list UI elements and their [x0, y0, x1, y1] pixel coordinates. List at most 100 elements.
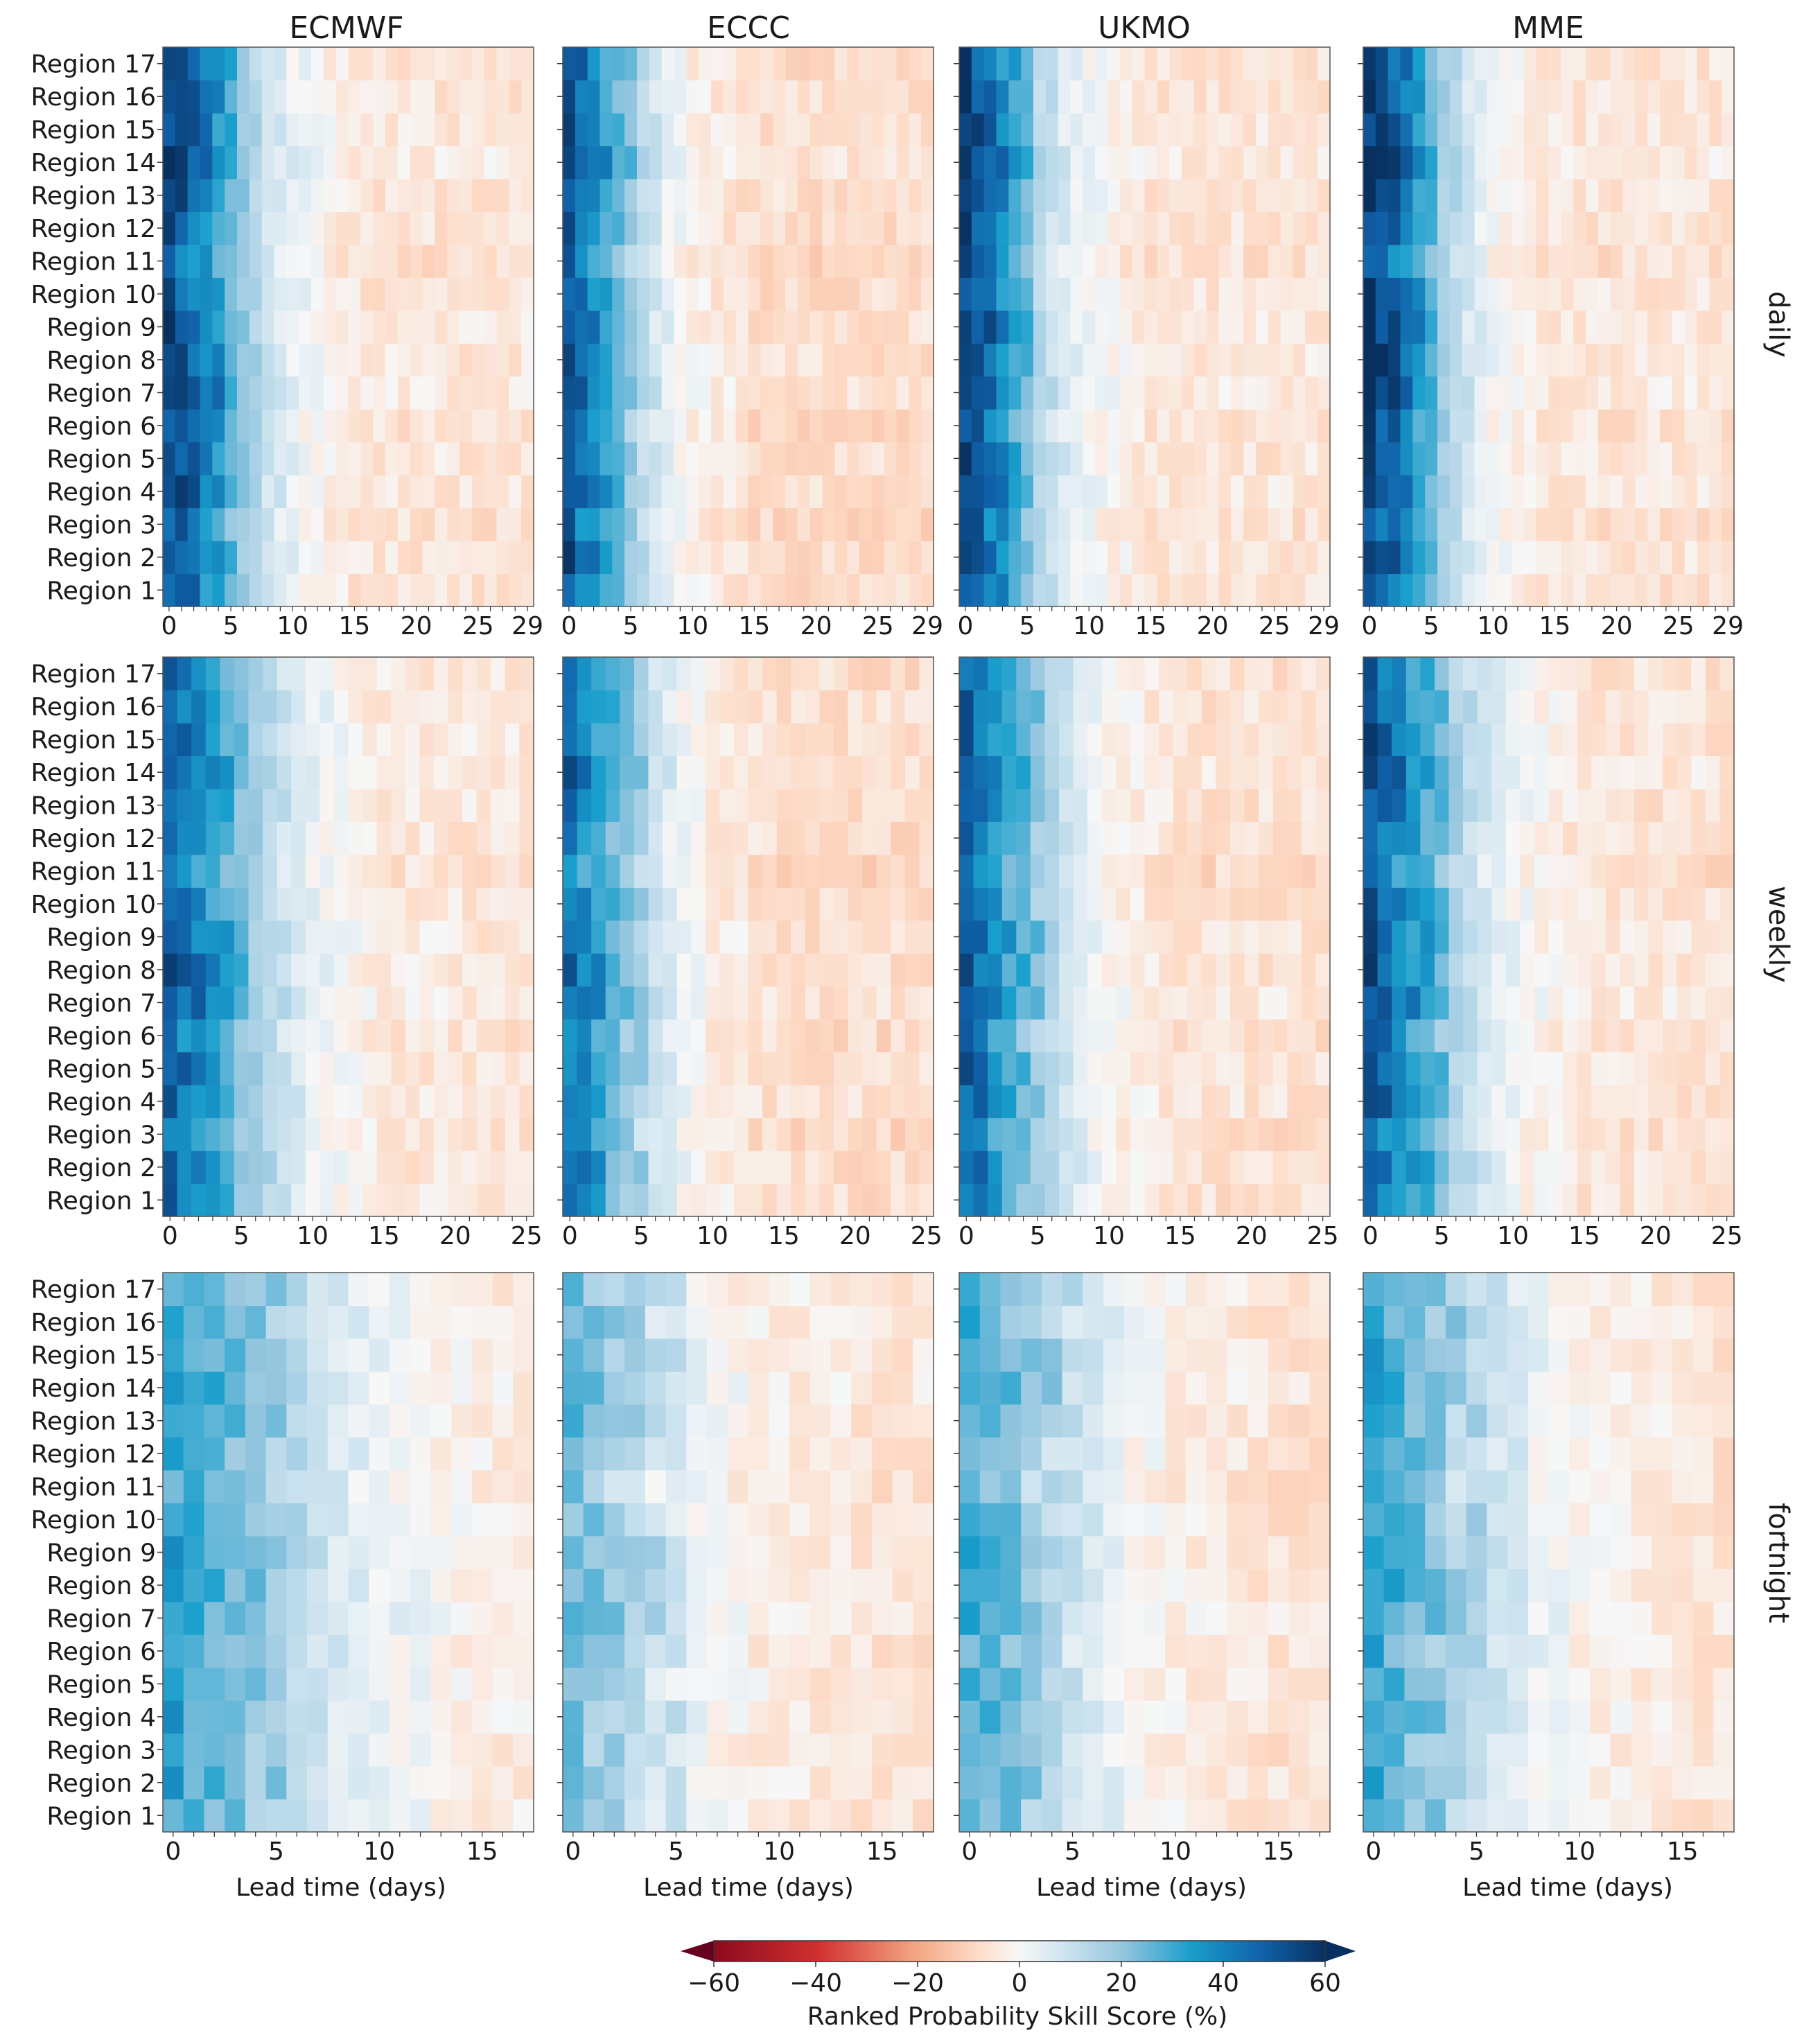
- heatmap-cell: [719, 1051, 735, 1085]
- heatmap-cell: [1169, 178, 1182, 212]
- heatmap-cell: [204, 1469, 225, 1503]
- heatmap-cell: [1243, 112, 1256, 147]
- heatmap-cell: [1305, 475, 1318, 509]
- heatmap-cell: [521, 277, 534, 311]
- heatmap-cell: [389, 1733, 411, 1767]
- heatmap-cell: [385, 47, 399, 81]
- heatmap-cell: [1548, 821, 1564, 855]
- heatmap-cell: [959, 507, 972, 541]
- heatmap-cell: [1058, 343, 1071, 377]
- heatmap-cell: [1487, 475, 1500, 509]
- heatmap-cell: [263, 854, 278, 888]
- heatmap-cell: [762, 1051, 778, 1085]
- heatmap-cell: [1073, 1151, 1088, 1185]
- heatmap-cell: [1268, 475, 1281, 509]
- heatmap-cell: [791, 1117, 806, 1151]
- heatmap-cell: [1229, 1019, 1245, 1053]
- heatmap-cell: [373, 112, 386, 147]
- heatmap-cell: [789, 1601, 811, 1635]
- heatmap-cell: [286, 409, 299, 443]
- heatmap-cell: [163, 1051, 178, 1085]
- heatmap-cell: [1116, 755, 1131, 789]
- heatmap-cell: [921, 475, 934, 509]
- heatmap-cell: [1044, 1151, 1060, 1185]
- heatmap-cell: [1301, 920, 1317, 954]
- heatmap-cell: [1697, 475, 1710, 509]
- heatmap-cell: [183, 1437, 205, 1471]
- heatmap-cell: [733, 920, 749, 954]
- heatmap-cell: [1548, 1117, 1564, 1151]
- heatmap-cell: [705, 657, 720, 691]
- heatmap-cell: [1244, 854, 1259, 888]
- heatmap-cell: [1001, 788, 1017, 822]
- heatmap-cell: [513, 1569, 534, 1602]
- heatmap-cell: [773, 244, 786, 278]
- heatmap-cell: [1647, 475, 1661, 509]
- heatmap-cell: [471, 244, 485, 278]
- heatmap-cell: [1201, 1151, 1216, 1185]
- heatmap-cell: [959, 573, 972, 607]
- heatmap-cell: [1169, 277, 1182, 311]
- heatmap-cell: [1635, 112, 1648, 147]
- heatmap-cell: [430, 1700, 452, 1734]
- heatmap-cell: [447, 573, 460, 607]
- heatmap-cell: [234, 755, 249, 789]
- heatmap-cell: [277, 1051, 292, 1085]
- heatmap-cell: [163, 541, 176, 575]
- heatmap-cell: [1301, 1051, 1317, 1085]
- heatmap-cell: [177, 821, 192, 855]
- heatmap-cell: [471, 1569, 493, 1602]
- heatmap-cell: [1231, 409, 1244, 443]
- heatmap-cell: [1317, 573, 1331, 607]
- heatmap-cell: [476, 788, 491, 822]
- heatmap-cell: [789, 1371, 811, 1405]
- heatmap-cell: [1062, 1799, 1083, 1833]
- heatmap-cell: [519, 722, 534, 757]
- heatmap-cell: [1107, 541, 1121, 575]
- heatmap-cell: [1206, 409, 1220, 443]
- heatmap-cell: [225, 277, 238, 311]
- heatmap-cell: [1534, 920, 1550, 954]
- heatmap-cell: [389, 1634, 411, 1668]
- heatmap-cell: [183, 1601, 205, 1635]
- heatmap-cell: [187, 475, 201, 509]
- heatmap-cell: [1622, 47, 1636, 81]
- heatmap-cell: [773, 475, 786, 509]
- heatmap-cell: [263, 755, 278, 789]
- heatmap-cell: [676, 1151, 692, 1185]
- heatmap-cell: [805, 1183, 820, 1217]
- heatmap-cell: [1536, 409, 1550, 443]
- heatmap-cell: [1648, 986, 1663, 1020]
- heatmap-cell: [448, 1019, 463, 1053]
- heatmap-cell: [648, 920, 663, 954]
- heatmap-cell: [851, 1437, 873, 1471]
- heatmap-cell: [1070, 47, 1083, 81]
- heatmap-cell: [1591, 854, 1606, 888]
- heatmap-cell: [1425, 310, 1438, 344]
- heatmap-cell: [1101, 1051, 1116, 1085]
- heatmap-cell: [805, 755, 820, 789]
- heatmap-cell: [1605, 755, 1620, 789]
- heatmap-cell: [748, 1151, 763, 1185]
- heatmap-cell: [1116, 887, 1131, 921]
- heatmap-cell: [1363, 887, 1378, 921]
- heatmap-cell: [1499, 80, 1512, 114]
- heatmap-cell: [1243, 507, 1256, 541]
- heatmap-cell: [1044, 657, 1060, 691]
- heatmap-cell: [723, 376, 737, 410]
- heatmap-cell: [884, 541, 897, 575]
- heatmap-cell: [362, 722, 378, 757]
- heatmap-cell: [665, 1305, 687, 1339]
- heatmap-cell: [1193, 47, 1207, 81]
- heatmap-cell: [830, 1371, 852, 1405]
- heatmap-cell: [369, 1273, 390, 1307]
- heatmap-cell: [624, 1569, 646, 1602]
- heatmap-cell: [1597, 310, 1611, 344]
- heatmap-cell: [220, 1019, 235, 1053]
- heatmap-cell: [847, 409, 860, 443]
- heatmap-cell: [1648, 755, 1663, 789]
- heatmap-cell: [723, 112, 737, 147]
- heatmap-cell: [1272, 1085, 1288, 1119]
- heatmap-cell: [727, 1569, 749, 1602]
- heatmap-cell: [333, 788, 349, 822]
